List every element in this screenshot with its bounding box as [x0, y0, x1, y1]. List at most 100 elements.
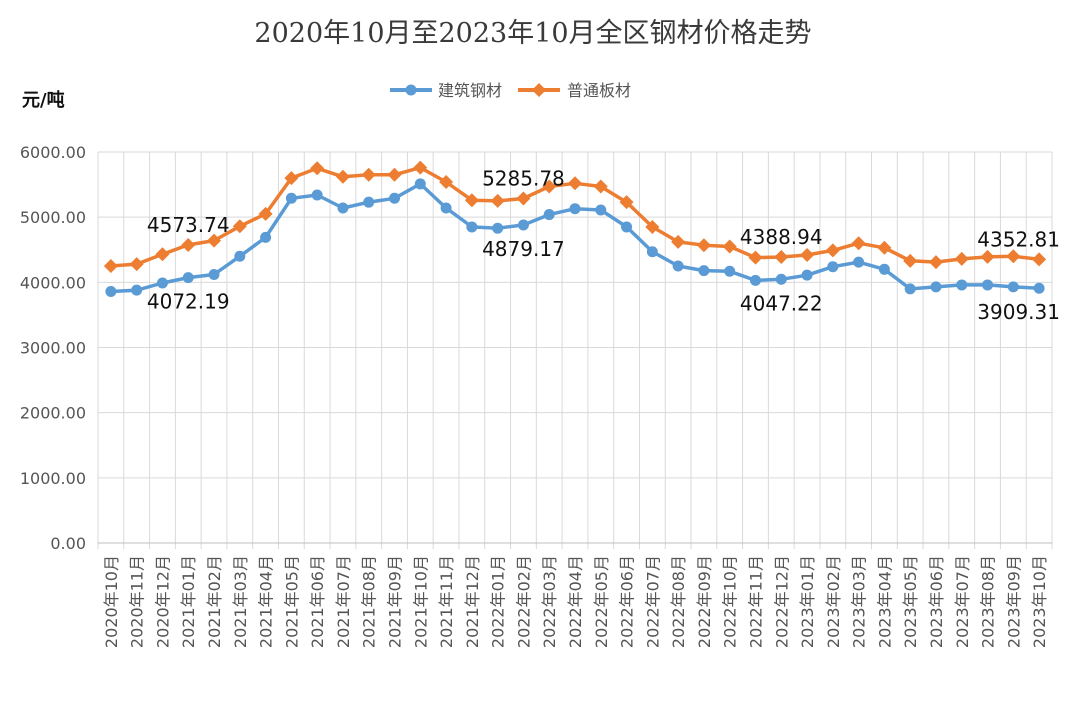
series-2-point [361, 167, 376, 182]
series-1-point [260, 231, 272, 243]
chart-title: 2020年10月至2023年10月全区钢材价格走势 [254, 18, 811, 49]
series-2-point [722, 239, 737, 254]
legend-item-series-2[interactable]: 普通板材 [518, 81, 631, 100]
series-1-point [182, 272, 194, 284]
legend-marker-circle [405, 84, 417, 96]
series-1-point [543, 209, 555, 221]
x-tick-label: 2023年01月 [798, 555, 817, 648]
series-1-point [621, 221, 633, 233]
x-tick-label: 2023年07月 [953, 555, 972, 648]
series-1-point [1007, 281, 1019, 293]
series-2-point [103, 259, 118, 274]
series-1-point [595, 204, 607, 216]
x-tick-label: 2020年10月 [102, 555, 121, 648]
x-tick-label: 2021年08月 [360, 555, 379, 648]
series-2-point [335, 169, 350, 184]
y-tick-label: 1000.00 [20, 469, 86, 488]
y-tick-label: 3000.00 [20, 339, 86, 358]
series-2-point [696, 238, 711, 253]
x-tick-label: 2021年03月 [231, 555, 250, 648]
y-tick-label: 5000.00 [20, 208, 86, 227]
series-1-point [208, 269, 220, 281]
x-tick-label: 2023年09月 [1004, 555, 1023, 648]
x-tick-label: 2022年04月 [566, 555, 585, 648]
series-2-point [207, 233, 222, 248]
series-2-point [542, 179, 557, 194]
x-tick-label: 2021年09月 [386, 555, 405, 648]
x-tick-label: 2023年05月 [901, 555, 920, 648]
series-1-point [827, 261, 839, 273]
x-tick-label: 2022年08月 [669, 555, 688, 648]
data-label: 4072.19 [147, 290, 230, 314]
series-1-point [156, 277, 168, 289]
series-2-point [568, 176, 582, 191]
x-tick-label: 2023年03月 [850, 555, 869, 648]
series-2-point [129, 257, 144, 272]
series-1-point [363, 196, 375, 208]
series-2-point [439, 174, 454, 189]
series-1-point [466, 221, 478, 233]
series-2-point [464, 193, 479, 208]
series-2-point [284, 171, 299, 186]
series-2-point [310, 161, 325, 176]
series-1-point [414, 178, 426, 190]
legend-item-series-1[interactable]: 建筑钢材 [390, 81, 502, 100]
series-1-point [904, 283, 916, 295]
series-2-point [748, 250, 763, 265]
series-1-point [492, 222, 504, 234]
series-1-point [569, 203, 581, 215]
series-line-1 [110, 182, 1040, 294]
x-tick-label: 2022年11月 [746, 555, 765, 648]
x-tick-label: 2022年06月 [618, 555, 637, 648]
series-2-point [954, 251, 969, 266]
x-tick-label: 2020年12月 [153, 555, 172, 648]
data-label: 4388.94 [740, 225, 823, 249]
series-1-point [311, 189, 323, 201]
series-1-point [698, 265, 710, 277]
data-label: 5285.78 [482, 167, 565, 191]
series-2-point [851, 236, 866, 251]
x-tick-label: 2023年10月 [1030, 555, 1049, 648]
gridlines [97, 151, 1053, 549]
series-1-point [285, 192, 297, 204]
series-1-point [1033, 282, 1045, 294]
series-2-point [980, 249, 995, 264]
series-1-point [749, 274, 761, 286]
series-2-point [825, 243, 840, 258]
x-tick-label: 2022年10月 [721, 555, 740, 648]
x-tick-label: 2022年03月 [540, 555, 559, 648]
y-tick-label: 2000.00 [20, 404, 86, 423]
series-2-point [1032, 252, 1047, 267]
x-tick-label: 2021年05月 [282, 555, 301, 648]
series-1-point [930, 281, 942, 293]
x-tick-label: 2021年07月 [334, 555, 353, 648]
x-tick-label: 2022年05月 [592, 555, 611, 648]
series-1-point [724, 265, 736, 277]
data-label: 3909.31 [977, 300, 1060, 324]
x-tick-label: 2021年01月 [179, 555, 198, 648]
series-1-point [389, 192, 401, 204]
x-tick-label: 2023年08月 [979, 555, 998, 648]
series-1-point [775, 273, 787, 285]
series-1-point [982, 279, 994, 291]
series-2-point [928, 255, 943, 270]
series-2-point [800, 247, 815, 262]
x-tick-label: 2021年11月 [437, 555, 456, 648]
data-label: 4047.22 [740, 291, 823, 315]
series-2-point [413, 160, 428, 175]
x-tick-label: 2023年04月 [875, 555, 894, 648]
x-tick-label: 2023年06月 [927, 555, 946, 648]
series-1-point [646, 246, 658, 258]
legend-label-series-1: 建筑钢材 [438, 81, 502, 100]
series-1-point [440, 202, 452, 214]
x-tick-label: 2022年09月 [695, 555, 714, 648]
legend: 建筑钢材 普通板材 [390, 81, 631, 100]
series-2-point [645, 219, 660, 234]
y-axis-label: 元/吨 [22, 89, 65, 111]
series-2-point [155, 247, 170, 262]
series-2-point [1006, 249, 1021, 264]
y-tick-label: 4000.00 [20, 273, 86, 292]
x-tick-label: 2021年06月 [308, 555, 327, 648]
x-tick-label: 2023年02月 [824, 555, 843, 648]
